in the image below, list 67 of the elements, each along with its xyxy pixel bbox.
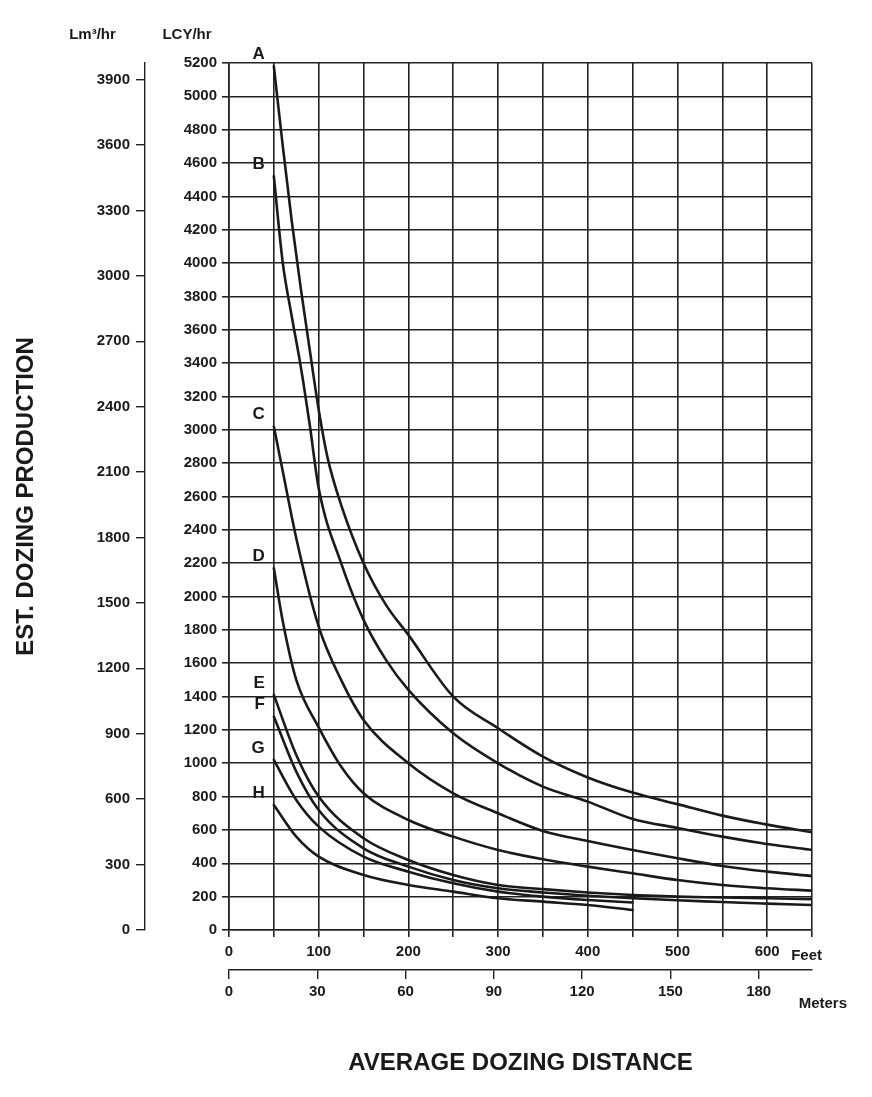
y-tick-label: 1000	[183, 753, 217, 771]
y2-tick-label: 0	[121, 920, 130, 938]
x2-tick-label: 180	[746, 982, 772, 1000]
text: Feet	[791, 946, 822, 964]
x2-tick-label: 150	[657, 982, 683, 1000]
y-tick-label: 3800	[183, 286, 217, 304]
y2-tick-label: 300	[104, 854, 130, 872]
series-label: D	[252, 545, 265, 565]
y2-tick-label: 600	[104, 789, 130, 807]
y2-axis-title: Lm³/hr	[69, 24, 116, 42]
x-tick-label: 0	[224, 942, 234, 960]
y2-tick-label: 3300	[96, 200, 130, 218]
y-tick-label: 4400	[183, 186, 217, 204]
text: EST. DOZING PRODUCTION	[10, 337, 38, 656]
y-tick-label: 400	[191, 853, 217, 871]
series-label: C	[252, 404, 265, 424]
x-tick-label: 100	[306, 942, 332, 960]
y-tick-label: 4200	[183, 219, 217, 237]
y2-tick-label: 3900	[96, 69, 130, 87]
y-tick-label: 2400	[183, 519, 217, 537]
x2-axis-title: Meters	[798, 994, 848, 1012]
y-tick-label: 4800	[183, 119, 217, 137]
y2-tick-label: 1500	[96, 593, 130, 611]
y-tick-label: 3400	[183, 353, 217, 371]
y2-tick-label: 2100	[96, 462, 130, 480]
series-label: E	[253, 672, 265, 692]
y-tick-label: 3200	[183, 386, 217, 404]
x-axis-title: AVERAGE DOZING DISTANCE	[348, 1047, 693, 1075]
y-tick-label: 1800	[183, 620, 217, 638]
y2-tick-label: 2700	[96, 331, 130, 349]
y2-tick-label: 2400	[96, 396, 130, 414]
y-tick-label: 600	[191, 820, 217, 838]
series-label: G	[251, 737, 265, 757]
y-tick-label: 2800	[183, 453, 217, 471]
y-axis-title: LCY/hr	[162, 24, 212, 42]
y-tick-label: 4000	[183, 253, 217, 271]
x-tick-label: 600	[754, 942, 780, 960]
y-tick-label: 3600	[183, 319, 217, 337]
y-tick-label: 3000	[183, 419, 217, 437]
series-label: F	[254, 694, 265, 714]
y2-tick-label: 900	[104, 723, 130, 741]
y-tick-label: 1200	[183, 720, 217, 738]
y2-tick-label: 1800	[96, 527, 130, 545]
x-tick-label: 400	[575, 942, 601, 960]
x2-tick-label: 0	[224, 982, 234, 1000]
y-tick-label: 2600	[183, 486, 217, 504]
y-tick-label: 5200	[183, 53, 217, 71]
y-tick-label: 200	[191, 886, 217, 904]
x2-tick-label: 120	[569, 982, 595, 1000]
x-tick-label: 300	[485, 942, 511, 960]
y2-tick-label: 3600	[96, 135, 130, 153]
y-tick-label: 1600	[183, 653, 217, 671]
x2-tick-label: 30	[308, 982, 326, 1000]
y2-tick-label: 1200	[96, 658, 130, 676]
y-tick-label: 1400	[183, 686, 217, 704]
y-tick-label: 4600	[183, 153, 217, 171]
y-tick-label: 2000	[183, 586, 217, 604]
y2-tick-label: 3000	[96, 265, 130, 283]
x2-tick-label: 90	[485, 982, 503, 1000]
series-label: A	[252, 44, 265, 64]
x-tick-label: 500	[664, 942, 690, 960]
x-tick-label: 200	[395, 942, 421, 960]
y-tick-label: 5000	[183, 86, 217, 104]
y-tick-label: 2200	[183, 553, 217, 571]
x2-tick-label: 60	[397, 982, 414, 1000]
y-tick-label: 0	[208, 920, 217, 938]
y-tick-label: 800	[191, 786, 217, 804]
